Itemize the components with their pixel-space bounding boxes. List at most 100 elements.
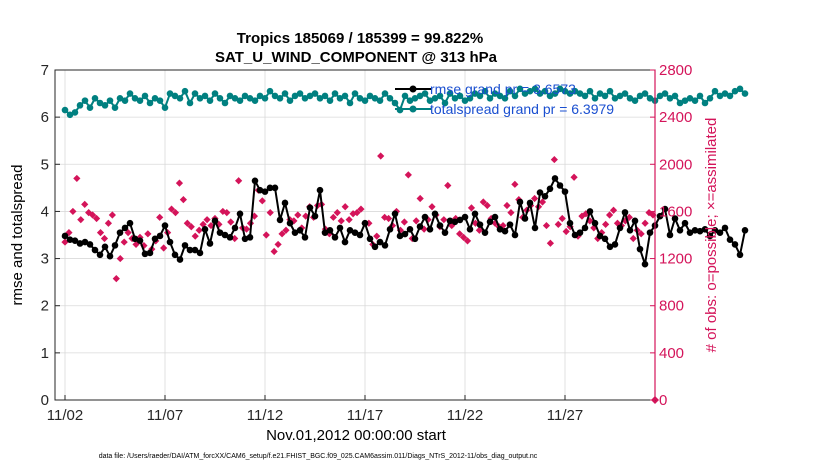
obs-assimilated-marker	[459, 233, 468, 241]
rmse-point	[531, 224, 539, 232]
totalspread-point	[101, 102, 109, 109]
obs-assimilated-marker	[187, 223, 195, 231]
totalspread-point	[291, 92, 299, 100]
totalspread-point	[631, 97, 639, 104]
totalspread-point	[551, 90, 559, 97]
totalspread-point	[106, 97, 114, 104]
rmse-point	[431, 210, 439, 218]
obs-assimilated-marker	[89, 211, 97, 219]
x-tick-label: 11/02	[47, 407, 83, 424]
obs-assimilated-marker	[538, 198, 547, 206]
totalspread-point	[316, 94, 324, 102]
rmse-point	[551, 175, 559, 182]
rmse-point	[131, 235, 139, 243]
totalspread-point	[281, 90, 289, 97]
totalspread-point	[366, 92, 374, 100]
totalspread-point	[711, 87, 719, 95]
obs-assimilated-marker	[294, 211, 302, 219]
obs-assimilated-marker	[144, 230, 152, 238]
totalspread-point	[196, 94, 204, 102]
rmse-point	[311, 212, 319, 220]
rmse-point	[121, 224, 129, 232]
totalspread-point	[96, 99, 104, 107]
totalspread-point	[131, 94, 139, 102]
totalspread-point	[241, 92, 249, 100]
rmse-point	[666, 231, 674, 239]
rmse-point	[561, 188, 569, 195]
rmse-point	[701, 226, 709, 233]
legend-spread-label: totalspread grand pr = 6.3979	[430, 101, 614, 117]
totalspread-point	[156, 97, 164, 104]
obs-assimilated-marker	[637, 230, 645, 238]
totalspread-point	[271, 92, 279, 100]
obs-assimilated-marker	[353, 209, 361, 217]
y-tick-label-left: 4	[41, 203, 49, 220]
totalspread-point	[136, 97, 144, 104]
totalspread-point	[456, 92, 464, 100]
totalspread-point	[326, 97, 334, 104]
obs-assimilated-marker	[542, 221, 551, 230]
obs-assimilated-marker	[578, 212, 586, 220]
totalspread-point	[676, 99, 684, 107]
obs-assimilated-marker	[203, 216, 211, 224]
totalspread-point	[681, 97, 689, 104]
totalspread-point	[396, 106, 404, 114]
rmse-point	[641, 260, 649, 268]
rmse-point	[471, 210, 479, 218]
totalspread-point	[306, 92, 314, 100]
rmse-point	[166, 238, 174, 246]
totalspread-point	[691, 97, 699, 104]
obs-assimilated-marker	[112, 275, 120, 283]
obs-assimilated-marker	[558, 214, 566, 223]
rmse-point	[376, 238, 384, 246]
obs-assimilated-marker	[167, 205, 176, 213]
rmse-point	[486, 218, 494, 226]
obs-assimilated-marker	[467, 204, 476, 212]
data-file-footer: data file: /Users/raeder/DAI/ATM_forcXX/…	[99, 453, 538, 460]
rmse-point	[371, 243, 379, 251]
legend-rmse-label: rmse grand pr = 3.6573	[430, 81, 576, 97]
obs-assimilated-marker	[179, 196, 187, 204]
x-tick-label: 11/07	[147, 407, 183, 424]
rmse-point	[146, 249, 154, 257]
rmse-point	[696, 227, 704, 235]
totalspread-point	[296, 90, 304, 97]
obs-assimilated-marker	[100, 234, 109, 243]
rmse-point	[596, 232, 604, 240]
rmse-point	[96, 251, 104, 259]
rmse-point	[686, 229, 694, 236]
obs-assimilated-marker	[341, 203, 349, 211]
rmse-point	[351, 229, 359, 236]
totalspread-point	[331, 90, 339, 97]
obs-assimilated-marker	[404, 171, 412, 179]
totalspread-point	[341, 92, 349, 100]
totalspread-point	[321, 92, 329, 100]
totalspread-point	[436, 92, 444, 100]
rmse-point	[586, 208, 594, 215]
obs-assimilated-marker	[373, 232, 381, 240]
totalspread-point	[336, 94, 344, 102]
rmse-point	[581, 224, 589, 232]
obs-assimilated-marker	[448, 221, 456, 230]
rmse-point	[716, 229, 724, 236]
totalspread-point	[506, 87, 514, 95]
totalspread-point	[476, 92, 484, 100]
rmse-point	[61, 232, 69, 240]
obs-assimilated-marker	[586, 217, 594, 225]
x-tick-label: 11/27	[547, 407, 583, 424]
rmse-point	[521, 215, 529, 222]
y-tick-label-right: 2800	[659, 62, 692, 79]
totalspread-point	[486, 94, 494, 102]
rmse-point	[736, 251, 744, 259]
rmse-point	[361, 219, 369, 227]
totalspread-point	[406, 97, 414, 104]
rmse-point	[691, 226, 699, 234]
totalspread-point	[571, 87, 579, 95]
rmse-point	[626, 226, 634, 234]
rmse-point	[426, 226, 434, 233]
totalspread-point	[236, 97, 244, 104]
totalspread-point	[121, 97, 129, 104]
obs-assimilated-marker	[428, 203, 436, 211]
rmse-point	[646, 229, 654, 236]
obs-assimilated-marker	[550, 155, 558, 164]
